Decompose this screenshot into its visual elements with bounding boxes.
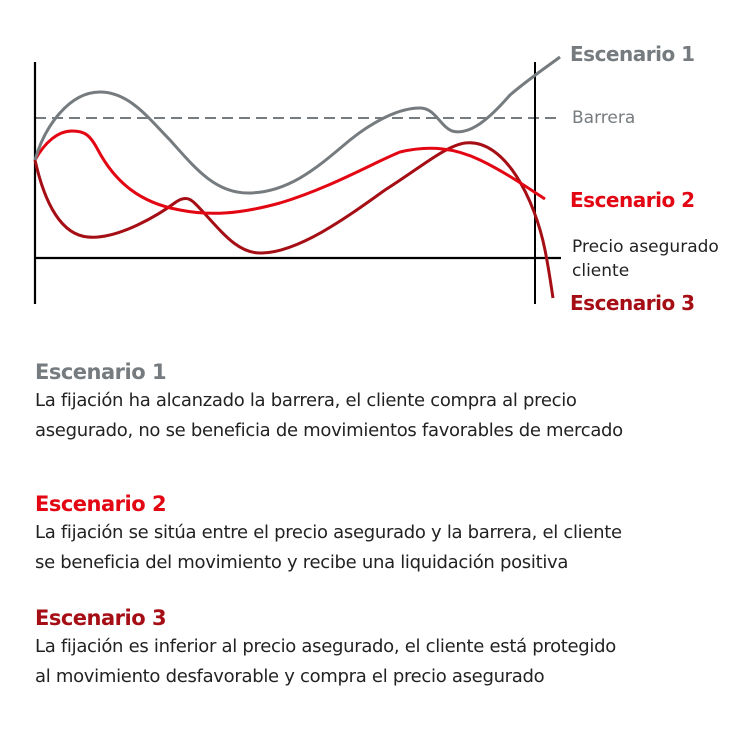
escenario-3-curve xyxy=(33,141,555,299)
section-text-line: La fijación ha alcanzado la barrera, el … xyxy=(35,390,577,411)
legend-precio-asegurado-line2: cliente xyxy=(572,261,630,281)
legend-precio-asegurado-line1: Precio asegurado xyxy=(572,237,719,257)
escenario-2-curve xyxy=(33,129,546,215)
section-text-line: al movimiento desfavorable y compra el p… xyxy=(35,666,545,687)
chart-svg xyxy=(33,55,561,304)
escenario-1-curve xyxy=(33,55,561,195)
section-escenario-2: Escenario 2 La fijación se sitúa entre e… xyxy=(35,490,725,578)
section-title: Escenario 2 xyxy=(35,492,167,516)
section-title: Escenario 3 xyxy=(35,606,167,630)
legend-barrera: Barrera xyxy=(572,108,636,128)
legend-escenario-3: Escenario 3 xyxy=(570,291,695,315)
section-text-line: se beneficia del movimiento y recibe una… xyxy=(35,552,569,573)
section-text-line: La fijación se sitúa entre el precio ase… xyxy=(35,522,622,543)
legend-escenario-2: Escenario 2 xyxy=(570,188,695,212)
scenario-chart: Escenario 1 Barrera Escenario 2 Precio a… xyxy=(0,0,750,330)
section-text-line: asegurado, no se beneficia de movimiento… xyxy=(35,420,623,441)
legend-escenario-1: Escenario 1 xyxy=(570,42,695,66)
section-title: Escenario 1 xyxy=(35,360,167,384)
section-text-line: La fijación es inferior al precio asegur… xyxy=(35,636,616,657)
section-escenario-3: Escenario 3 La fijación es inferior al p… xyxy=(35,604,725,692)
section-escenario-1: Escenario 1 La fijación ha alcanzado la … xyxy=(35,358,725,446)
